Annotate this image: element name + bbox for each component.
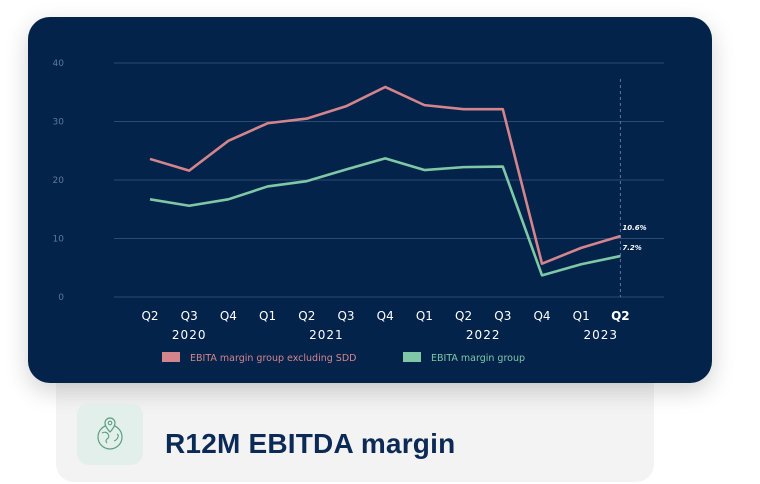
line-chart: 0 10 20 30 40 Q2 Q3 Q4 Q1 Q2 Q3 Q4 Q1 Q2 Q3 Q4 Q1 Q2 2020 2… — [53, 59, 664, 364]
icon-tile — [77, 403, 143, 465]
data-point — [227, 198, 229, 200]
y-tick-label: 10 — [53, 235, 65, 245]
data-point — [541, 274, 543, 276]
y-tick-label: 0 — [58, 293, 64, 303]
year-label: 2023 — [584, 328, 619, 342]
data-point — [462, 108, 464, 110]
x-tick-label: Q1 — [259, 309, 276, 323]
y-tick-label: 40 — [53, 59, 65, 69]
x-tick-label: Q2 — [455, 309, 472, 323]
x-tick-label: Q3 — [337, 309, 354, 323]
data-point — [306, 180, 308, 182]
data-point — [384, 157, 386, 159]
x-tick-label: Q4 — [220, 309, 237, 323]
year-label: 2022 — [466, 328, 501, 342]
x-tick-label: Q3 — [181, 309, 198, 323]
data-point — [502, 108, 504, 110]
chart-card: 0 10 20 30 40 Q2 Q3 Q4 Q1 Q2 Q3 Q4 Q1 Q2 Q3 Q4 Q1 Q2 2020 2… — [28, 17, 712, 383]
data-point — [502, 165, 504, 167]
data-point — [619, 235, 621, 237]
data-point — [306, 117, 308, 119]
year-label: 2020 — [172, 328, 207, 342]
data-point — [423, 104, 425, 106]
x-tick-label: Q4 — [533, 309, 550, 323]
year-label: 2021 — [309, 328, 344, 342]
data-point — [227, 140, 229, 142]
data-point — [384, 86, 386, 88]
data-point — [149, 158, 151, 160]
x-tick-label: Q1 — [573, 309, 590, 323]
data-point — [462, 166, 464, 168]
data-point — [619, 255, 621, 257]
legend-label: EBITA margin group excluding SDD — [190, 353, 356, 364]
y-tick-label: 20 — [53, 176, 65, 186]
globe-pin-icon — [97, 417, 123, 450]
data-point — [345, 168, 347, 170]
data-point — [188, 169, 190, 171]
legend-swatch — [162, 352, 180, 362]
data-point — [266, 122, 268, 124]
legend-swatch — [403, 352, 421, 362]
series-line-1 — [149, 85, 621, 265]
x-tick-label: Q1 — [416, 309, 433, 323]
data-point — [423, 169, 425, 171]
y-tick-label: 30 — [53, 118, 65, 128]
data-point — [266, 185, 268, 187]
data-point — [580, 263, 582, 265]
end-value-label: 10.6% — [622, 224, 646, 232]
data-point — [188, 205, 190, 207]
x-tick-label: Q2 — [611, 309, 630, 323]
series-line-2 — [149, 157, 621, 277]
data-point — [580, 247, 582, 249]
x-tick-label: Q3 — [494, 309, 511, 323]
x-tick-label: Q2 — [298, 309, 315, 323]
data-point — [345, 105, 347, 107]
legend-label: EBITA margin group — [431, 353, 525, 364]
data-point — [541, 262, 543, 264]
caption-title: R12M EBITDA margin — [165, 428, 456, 459]
data-point — [149, 198, 151, 200]
end-value-label: 7.2% — [622, 244, 641, 252]
x-tick-label: Q2 — [141, 309, 158, 323]
x-tick-label: Q4 — [377, 309, 394, 323]
